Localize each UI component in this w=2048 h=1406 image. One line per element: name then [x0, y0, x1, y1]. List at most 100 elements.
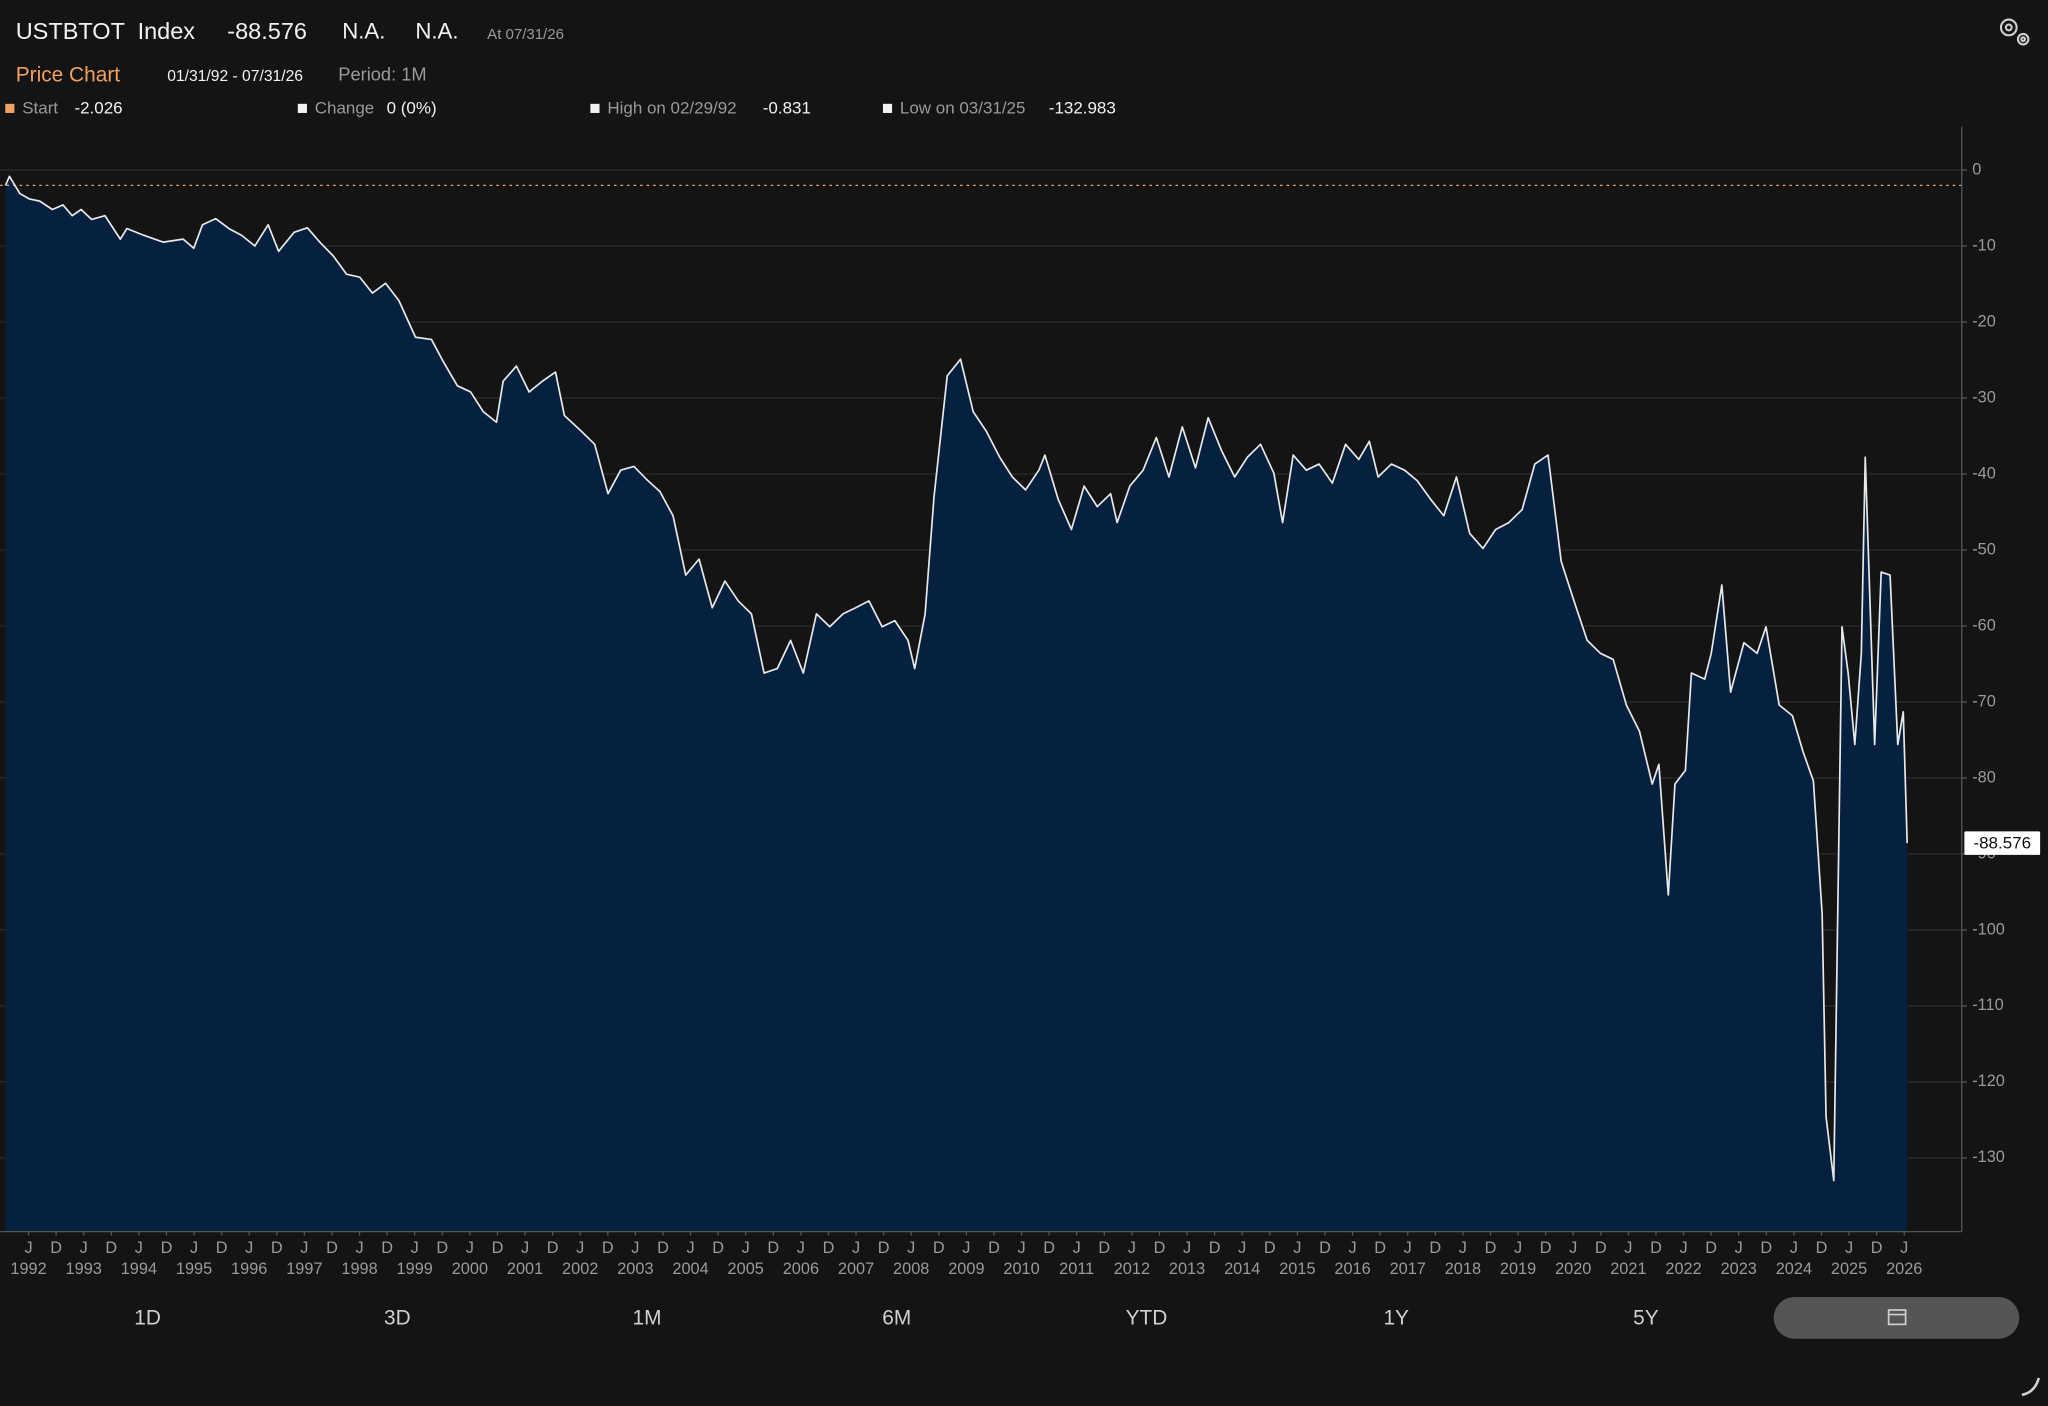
y-tick-label: -30	[1972, 388, 1996, 406]
x-tick-label: J	[1183, 1239, 1191, 1257]
x-tick-label: J	[797, 1239, 805, 1257]
year-label: 2006	[783, 1260, 819, 1278]
x-tick-label: J	[631, 1239, 639, 1257]
x-tick-label: J	[686, 1239, 694, 1257]
range-button[interactable]: 1M	[633, 1307, 662, 1330]
x-tick-label: D	[1595, 1239, 1607, 1257]
y-tick-label: -70	[1972, 692, 1996, 710]
year-label: 2026	[1886, 1260, 1922, 1278]
x-tick-label: D	[1374, 1239, 1386, 1257]
x-tick-label: J	[1790, 1239, 1798, 1257]
stat-label: Change	[315, 99, 374, 118]
stat-label: High on 02/29/92	[607, 99, 736, 118]
y-tick-label: -100	[1972, 920, 2005, 938]
y-tick-label: -130	[1972, 1148, 2005, 1166]
x-tick-label: D	[1705, 1239, 1717, 1257]
year-label: 2011	[1059, 1260, 1094, 1278]
range-button[interactable]: 1D	[134, 1307, 161, 1330]
x-tick-label: D	[161, 1239, 173, 1257]
year-label: 2016	[1334, 1260, 1370, 1278]
year-label: 2025	[1831, 1260, 1867, 1278]
x-tick-label: D	[823, 1239, 835, 1257]
plot	[0, 169, 1962, 1232]
range-button[interactable]: 5Y	[1633, 1307, 1659, 1330]
range-buttons: 1D 3D 1M 6M YTD 1Y 5Y	[134, 1307, 1659, 1330]
year-label: 2000	[452, 1260, 488, 1278]
year-label: 2013	[1169, 1260, 1205, 1278]
x-tick-label: D	[1264, 1239, 1276, 1257]
x-tick-label: J	[1128, 1239, 1136, 1257]
range-button[interactable]: 6M	[882, 1307, 911, 1330]
x-tick-label: J	[466, 1239, 474, 1257]
year-label: 2019	[1500, 1260, 1536, 1278]
x-tick-label: J	[1845, 1239, 1853, 1257]
x-tick-label: D	[1319, 1239, 1331, 1257]
x-tick-label: J	[962, 1239, 970, 1257]
x-tick-label: J	[1348, 1239, 1356, 1257]
x-tick-label: D	[1485, 1239, 1497, 1257]
last-value-label: -88.576	[1973, 833, 2031, 852]
year-label: 2007	[838, 1260, 874, 1278]
x-tick-label: J	[80, 1239, 88, 1257]
x-tick-label: J	[1514, 1239, 1522, 1257]
header: USTBTOT Index -88.576 N.A. N.A. At 07/31…	[5, 18, 2030, 118]
last-value-flag	[1964, 831, 2041, 855]
x-tick-label: J	[1017, 1239, 1025, 1257]
x-tick-label: D	[1650, 1239, 1662, 1257]
year-label: 2003	[617, 1260, 653, 1278]
legend-swatch	[590, 103, 600, 113]
legend-swatch	[5, 103, 15, 113]
calendar-button[interactable]	[1773, 1296, 2020, 1339]
x-tick-label: D	[1871, 1239, 1883, 1257]
y-tick-label: -10	[1972, 236, 1996, 254]
range-button[interactable]: YTD	[1126, 1307, 1168, 1330]
x-tick-label: D	[1154, 1239, 1166, 1257]
x-tick-label: J	[521, 1239, 529, 1257]
x-tick-label: D	[436, 1239, 448, 1257]
net-change: N.A.	[342, 19, 385, 44]
x-tick-label: D	[988, 1239, 1000, 1257]
year-label: 2015	[1279, 1260, 1315, 1278]
year-label: 1996	[231, 1260, 267, 1278]
x-tick-label: D	[1760, 1239, 1772, 1257]
stat-value: -132.983	[1049, 99, 1116, 118]
range-button[interactable]: 3D	[384, 1307, 411, 1330]
year-label: 2002	[562, 1260, 598, 1278]
year-label: 1999	[397, 1260, 433, 1278]
year-label: 2009	[948, 1260, 984, 1278]
period: Period: 1M	[338, 64, 426, 85]
y-tick-label: -110	[1972, 996, 2003, 1014]
x-tick-label: J	[907, 1239, 915, 1257]
x-tick-label: J	[24, 1239, 32, 1257]
settings-icon[interactable]	[1999, 18, 2030, 46]
x-tick-label: D	[50, 1239, 62, 1257]
x-tick-label: J	[1073, 1239, 1081, 1257]
x-tick-label: J	[190, 1239, 198, 1257]
year-label: 2010	[1003, 1260, 1039, 1278]
x-tick-label: D	[712, 1239, 724, 1257]
year-label: 1998	[341, 1260, 377, 1278]
date-range: 01/31/92 - 07/31/26	[167, 68, 303, 85]
x-tick-label: J	[1735, 1239, 1743, 1257]
line	[4, 175, 1909, 1182]
year-label: 1994	[121, 1260, 157, 1278]
year-label: 2018	[1445, 1260, 1481, 1278]
year-label: 2014	[1224, 1260, 1260, 1278]
x-tick-label: J	[135, 1239, 143, 1257]
y-tick-label: 0	[1972, 160, 1981, 178]
x-tick-label: J	[245, 1239, 253, 1257]
stat-value: -0.831	[763, 99, 811, 118]
year-label: 2012	[1114, 1260, 1150, 1278]
year-label: 2024	[1776, 1260, 1812, 1278]
resize-handle[interactable]	[2021, 1377, 2041, 1397]
x-tick-label: D	[933, 1239, 945, 1257]
chart-label: Price Chart	[16, 63, 121, 86]
x-tick-label: D	[657, 1239, 669, 1257]
x-tick-label: J	[1459, 1239, 1467, 1257]
x-tick-label: D	[1098, 1239, 1110, 1257]
x-tick-label: J	[742, 1239, 750, 1257]
ticker: USTBTOT Index	[16, 18, 196, 44]
range-button[interactable]: 1Y	[1383, 1307, 1409, 1330]
